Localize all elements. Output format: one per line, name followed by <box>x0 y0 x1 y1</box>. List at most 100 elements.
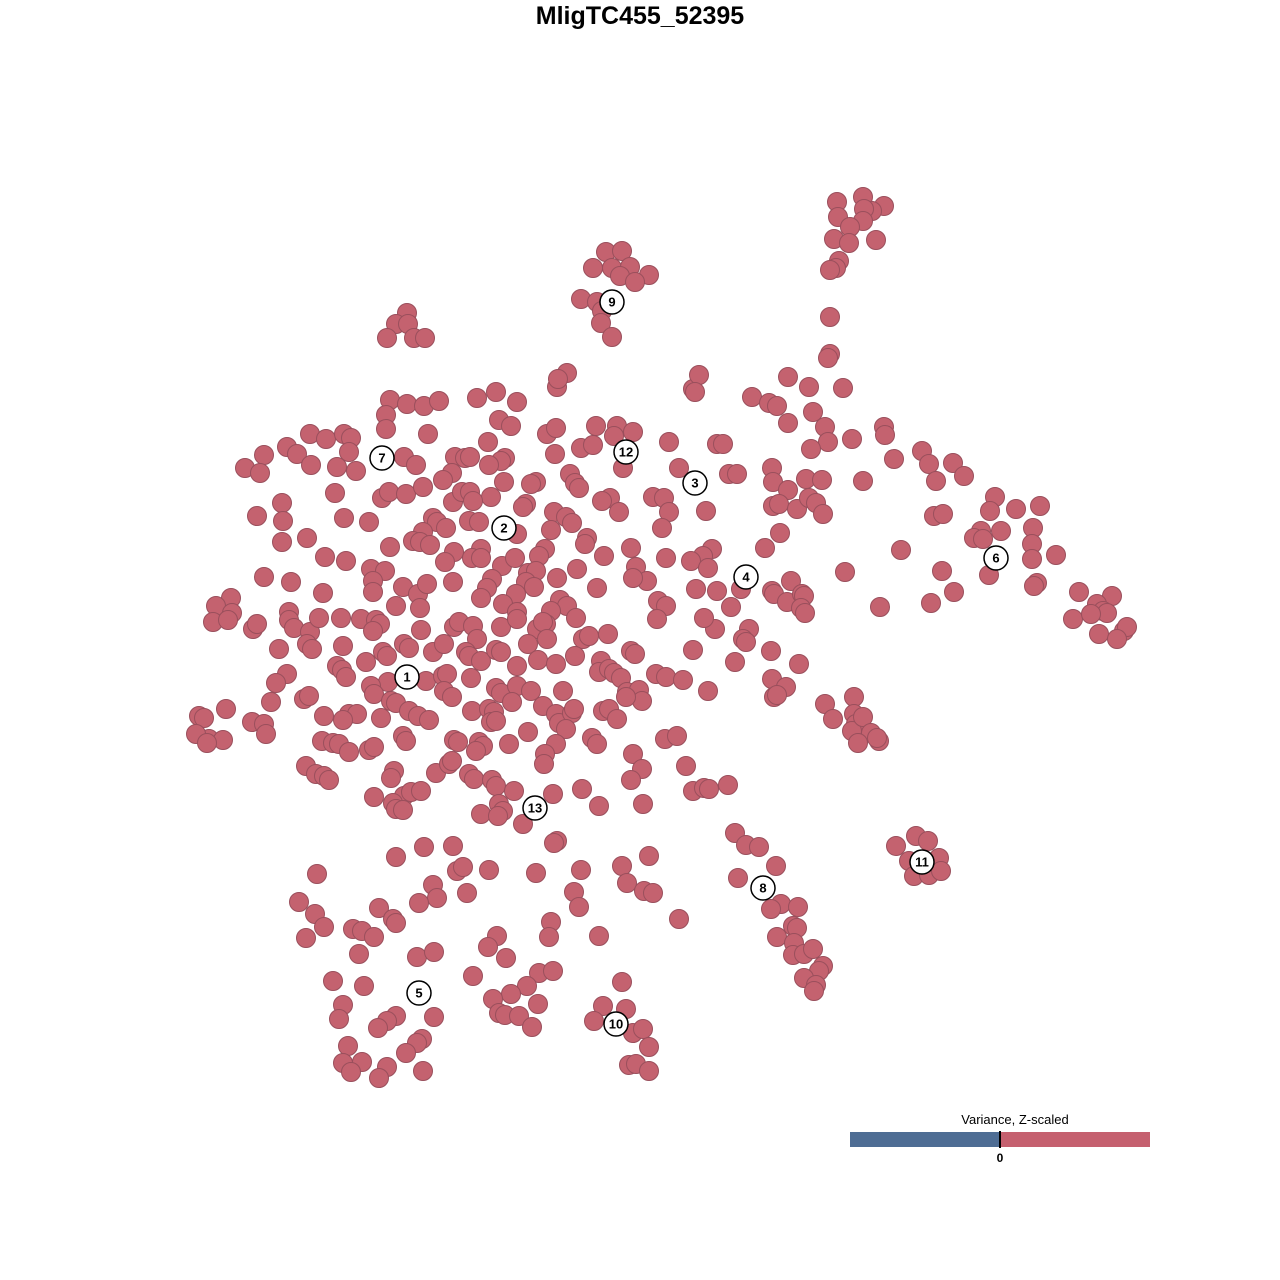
data-point <box>453 857 473 877</box>
data-point <box>770 523 790 543</box>
data-point <box>612 972 632 992</box>
data-point <box>467 388 487 408</box>
data-point <box>316 429 336 449</box>
data-point <box>522 1017 542 1037</box>
data-point <box>338 1036 358 1056</box>
data-point <box>331 608 351 628</box>
data-point <box>197 733 217 753</box>
data-point <box>256 724 276 744</box>
data-point <box>427 888 447 908</box>
cluster-label: 9 <box>599 289 625 315</box>
data-point <box>803 402 823 422</box>
data-point <box>419 710 439 730</box>
data-point <box>363 621 383 641</box>
data-point <box>727 464 747 484</box>
data-point <box>823 709 843 729</box>
data-point <box>1024 576 1044 596</box>
data-point <box>656 548 676 568</box>
data-point <box>307 864 327 884</box>
data-point <box>707 581 727 601</box>
data-point <box>556 719 576 739</box>
data-point <box>339 742 359 762</box>
data-point <box>354 976 374 996</box>
svg-text:6: 6 <box>992 551 999 566</box>
data-point <box>583 435 603 455</box>
data-point <box>589 926 609 946</box>
data-point <box>502 692 522 712</box>
data-point <box>363 582 383 602</box>
data-point <box>462 701 482 721</box>
data-point <box>218 610 238 630</box>
data-point <box>767 685 787 705</box>
data-point <box>884 449 904 469</box>
data-point <box>616 687 636 707</box>
data-point <box>769 494 789 514</box>
data-point <box>742 387 762 407</box>
data-point <box>534 754 554 774</box>
data-point <box>564 699 584 719</box>
data-point <box>799 377 819 397</box>
data-point <box>491 642 511 662</box>
legend-colorbar <box>850 1131 1150 1148</box>
cluster-label: 5 <box>406 980 432 1006</box>
cluster-label: 2 <box>491 515 517 541</box>
data-point <box>572 779 592 799</box>
cluster-label: 10 <box>603 1011 629 1037</box>
data-point <box>944 582 964 602</box>
data-point <box>587 578 607 598</box>
data-point <box>931 861 951 881</box>
data-point <box>486 711 506 731</box>
data-point <box>870 597 890 617</box>
data-point <box>633 794 653 814</box>
data-point <box>926 471 946 491</box>
data-point <box>546 654 566 674</box>
data-point <box>767 927 787 947</box>
data-point <box>364 737 384 757</box>
data-point <box>667 726 687 746</box>
data-point <box>494 472 514 492</box>
data-point <box>656 667 676 687</box>
data-point <box>583 258 603 278</box>
data-point <box>713 434 733 454</box>
data-point <box>393 800 413 820</box>
data-point <box>479 860 499 880</box>
data-point <box>766 856 786 876</box>
svg-text:12: 12 <box>619 445 633 460</box>
data-point <box>699 779 719 799</box>
data-point <box>424 942 444 962</box>
data-point <box>194 708 214 728</box>
data-point <box>592 491 612 511</box>
data-point <box>639 1061 659 1081</box>
cluster-label: 8 <box>750 875 776 901</box>
data-point <box>543 784 563 804</box>
svg-text:11: 11 <box>915 855 929 870</box>
data-point <box>364 684 384 704</box>
data-point <box>406 455 426 475</box>
data-point <box>501 984 521 1004</box>
data-point <box>349 944 369 964</box>
data-point <box>566 608 586 628</box>
data-point <box>593 996 613 1016</box>
data-point <box>639 1037 659 1057</box>
data-point <box>407 947 427 967</box>
data-point <box>1089 624 1109 644</box>
svg-text:5: 5 <box>415 986 422 1001</box>
data-point <box>778 413 798 433</box>
data-point <box>673 670 693 690</box>
data-point <box>718 775 738 795</box>
data-point <box>463 966 483 986</box>
data-point <box>623 568 643 588</box>
data-point <box>1030 496 1050 516</box>
data-point <box>571 860 591 880</box>
data-point <box>309 608 329 628</box>
data-point <box>471 588 491 608</box>
legend-negative-swatch <box>850 1132 1000 1147</box>
data-point <box>273 511 293 531</box>
data-point <box>409 893 429 913</box>
data-point <box>1022 549 1042 569</box>
data-point <box>272 532 292 552</box>
data-point <box>562 513 582 533</box>
data-point <box>247 506 267 526</box>
